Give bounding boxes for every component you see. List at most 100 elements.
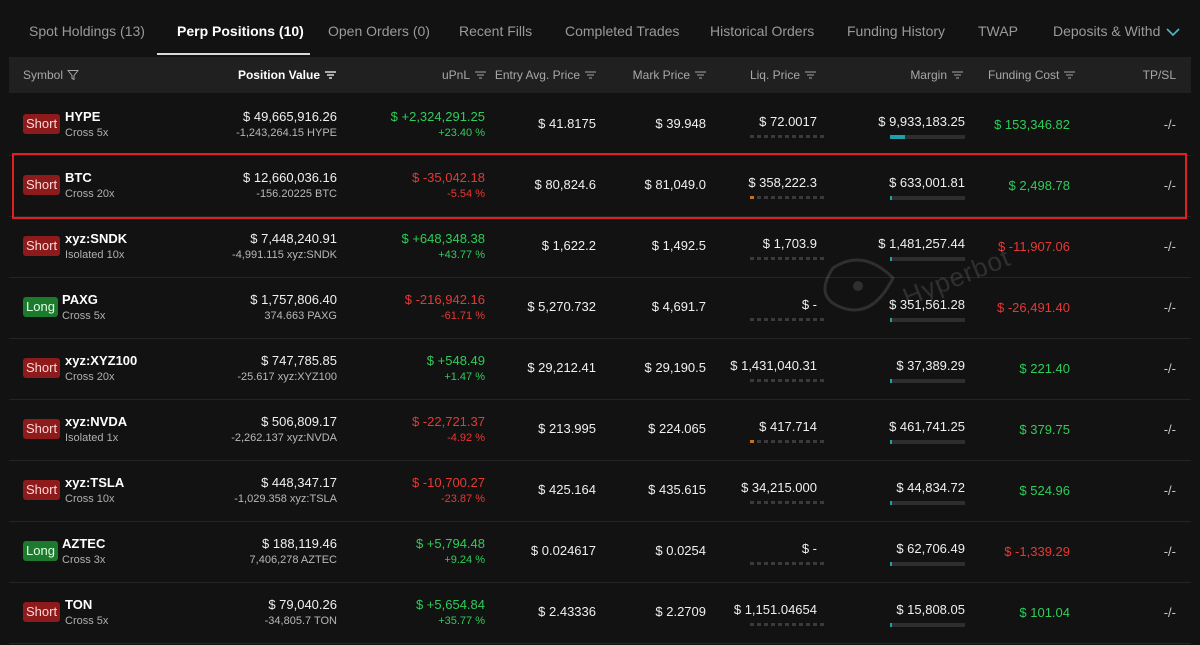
sort-lines-icon[interactable] — [474, 70, 487, 80]
liq-risk-dot — [778, 440, 782, 443]
table-row[interactable]: Long PAXG Cross 5x $ 1,757,806.40 374.663 PA… — [9, 277, 1191, 339]
liq-risk-dot — [792, 257, 796, 260]
tab-perp-positions[interactable]: Perp Positions (10) — [177, 23, 304, 39]
position-value: $ 506,809.17 — [261, 414, 337, 429]
tab-twap[interactable]: TWAP — [978, 23, 1018, 39]
sort-lines-icon[interactable] — [804, 70, 817, 80]
column-header-tpsl: TP/SL — [1129, 57, 1176, 93]
column-header-margin[interactable]: Margin — [829, 57, 964, 93]
column-header-symbol[interactable]: Symbol — [23, 57, 80, 93]
table-row[interactable]: Short xyz:XYZ100 Cross 20x $ 747,785.85 -25.… — [9, 338, 1191, 400]
sort-lines-icon[interactable] — [584, 70, 597, 80]
symbol-name[interactable]: AZTEC — [62, 536, 106, 551]
tab-open-orders[interactable]: Open Orders (0) — [328, 23, 430, 39]
tpsl-value[interactable]: -/- — [1163, 361, 1176, 376]
tpsl-value[interactable]: -/- — [1163, 483, 1176, 498]
funnel-filter-icon[interactable] — [67, 69, 80, 81]
tpsl-value[interactable]: -/- — [1163, 422, 1176, 437]
column-header-funding-cost[interactable]: Funding Cost — [988, 57, 1076, 93]
margin-bar-fill — [890, 623, 892, 627]
table-row[interactable]: Short BTC Cross 20x $ 12,660,036.16 -156.202… — [9, 155, 1191, 217]
liq-risk-dot — [799, 379, 803, 382]
column-header-liq-price[interactable]: Liq. Price — [719, 57, 817, 93]
sort-lines-icon[interactable] — [1063, 70, 1076, 80]
upnl-value: $ +5,654.84 — [415, 597, 485, 612]
upnl-percent: +43.77 % — [438, 249, 485, 261]
symbol-name[interactable]: xyz:XYZ100 — [65, 353, 138, 368]
symbol-name[interactable]: TON — [65, 597, 93, 612]
liq-risk-dot — [757, 440, 761, 443]
table-row[interactable]: Short TON Cross 5x $ 79,040.26 -34,805.7 TON… — [9, 582, 1191, 644]
symbol-name[interactable]: xyz:SNDK — [65, 231, 128, 246]
sort-lines-icon[interactable] — [951, 70, 964, 80]
symbol-name[interactable]: PAXG — [62, 292, 98, 307]
position-value: $ 448,347.17 — [261, 475, 337, 490]
table-row[interactable]: Short xyz:NVDA Isolated 1x $ 506,809.17 -2,2… — [9, 399, 1191, 461]
column-header-entry-price[interactable]: Entry Avg. Price — [489, 57, 597, 93]
liq-risk-dot — [750, 562, 754, 565]
table-row[interactable]: Short xyz:SNDK Isolated 10x $ 7,448,240.91 -… — [9, 216, 1191, 278]
tab-historical-orders[interactable]: Historical Orders — [710, 23, 815, 39]
column-header-label: Entry Avg. Price — [494, 68, 580, 82]
column-header-upnl[interactable]: uPnL — [349, 57, 487, 93]
mark-price: $ 4,691.7 — [651, 299, 706, 314]
chevron-down-icon[interactable] — [1162, 21, 1184, 43]
liq-risk-meter — [750, 257, 824, 260]
sort-lines-icon[interactable] — [324, 70, 337, 80]
funding-cost: $ 153,346.82 — [994, 117, 1070, 132]
liq-risk-dot — [806, 379, 810, 382]
tab-spot-holdings[interactable]: Spot Holdings (13) — [29, 23, 145, 39]
liq-risk-dot — [792, 440, 796, 443]
table-row[interactable]: Long AZTEC Cross 3x $ 188,119.46 7,406,278 A… — [9, 521, 1191, 583]
liq-risk-dot — [778, 562, 782, 565]
liq-risk-dot — [792, 196, 796, 199]
margin-value: $ 1,481,257.44 — [878, 236, 965, 251]
funding-cost: $ -11,907.06 — [997, 239, 1070, 254]
tab-recent-fills[interactable]: Recent Fills — [459, 23, 533, 39]
upnl-value: $ -35,042.18 — [411, 170, 485, 185]
position-value: $ 12,660,036.16 — [243, 170, 337, 185]
position-value: $ 49,665,916.26 — [243, 109, 337, 124]
table-row[interactable]: Short HYPE Cross 5x $ 49,665,916.26 -1,243,2… — [9, 94, 1191, 156]
liq-price: $ 417.714 — [759, 419, 817, 434]
leverage-label: Cross 3x — [62, 554, 106, 566]
funding-cost: $ -1,339.29 — [1004, 544, 1070, 559]
margin-value: $ 15,808.05 — [896, 602, 965, 617]
margin-value: $ 37,389.29 — [896, 358, 965, 373]
liq-risk-dot — [813, 562, 817, 565]
symbol-name[interactable]: BTC — [65, 170, 92, 185]
tab-funding-history[interactable]: Funding History — [847, 23, 946, 39]
upnl-value: $ +2,324,291.25 — [390, 109, 485, 124]
liq-risk-meter — [750, 318, 824, 321]
tpsl-value[interactable]: -/- — [1163, 178, 1176, 193]
liq-risk-dot — [806, 135, 810, 138]
tpsl-value[interactable]: -/- — [1163, 544, 1176, 559]
liq-risk-dot — [757, 379, 761, 382]
liq-risk-dot — [778, 196, 782, 199]
liq-risk-dot — [757, 135, 761, 138]
funding-cost: $ -26,491.40 — [996, 300, 1070, 315]
tab-completed-trades[interactable]: Completed Trades — [565, 23, 680, 39]
tpsl-value[interactable]: -/- — [1163, 300, 1176, 315]
liq-risk-dot — [771, 257, 775, 260]
liq-risk-dot — [771, 135, 775, 138]
table-row[interactable]: Short xyz:TSLA Cross 10x $ 448,347.17 -1,029… — [9, 460, 1191, 522]
tpsl-value[interactable]: -/- — [1163, 117, 1176, 132]
symbol-name[interactable]: xyz:NVDA — [65, 414, 128, 429]
margin-bar — [890, 318, 965, 322]
tpsl-value[interactable]: -/- — [1163, 239, 1176, 254]
margin-bar — [890, 562, 965, 566]
liq-risk-dot — [778, 257, 782, 260]
column-header-mark-price[interactable]: Mark Price — [609, 57, 707, 93]
tpsl-value[interactable]: -/- — [1163, 605, 1176, 620]
liq-risk-dot — [778, 318, 782, 321]
liq-risk-dot — [813, 257, 817, 260]
symbol-name[interactable]: HYPE — [65, 109, 101, 124]
liq-risk-dot — [778, 379, 782, 382]
upnl-percent: +35.77 % — [438, 615, 485, 627]
column-header-position-value[interactable]: Position Value — [189, 57, 337, 93]
sort-lines-icon[interactable] — [694, 70, 707, 80]
symbol-name[interactable]: xyz:TSLA — [65, 475, 125, 490]
tab-deposits-withdrawals[interactable]: Deposits & Withd — [1053, 23, 1161, 39]
margin-value: $ 9,933,183.25 — [878, 114, 965, 129]
